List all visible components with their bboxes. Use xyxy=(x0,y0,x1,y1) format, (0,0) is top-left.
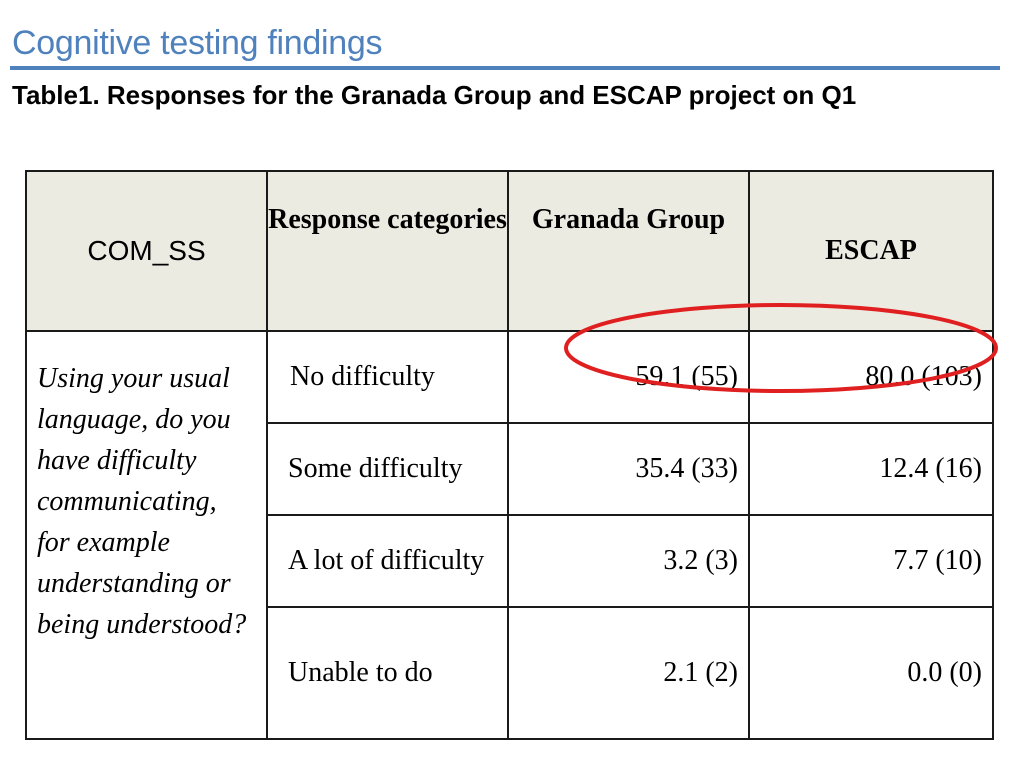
granada-cell: 2.1 (2) xyxy=(507,606,750,740)
category-cell: Unable to do xyxy=(266,606,509,740)
table-row: Unable to do 2.1 (2) 0.0 (0) xyxy=(26,606,994,740)
header-response-categories: Response categories xyxy=(266,170,509,332)
escap-cell: 0.0 (0) xyxy=(748,606,994,740)
granada-cell: 3.2 (3) xyxy=(507,514,750,608)
results-table: COM_SS Response categories Granada Group… xyxy=(25,170,994,740)
category-cell: Some difficulty xyxy=(266,422,509,516)
slide-title: Cognitive testing findings xyxy=(12,24,383,62)
header-granada-group: Granada Group xyxy=(507,170,750,332)
escap-cell: 7.7 (10) xyxy=(748,514,994,608)
header-escap: ESCAP xyxy=(748,170,994,332)
question-cell: Using your usual language, do you have d… xyxy=(25,330,268,740)
category-cell: A lot of difficulty xyxy=(266,514,509,608)
table-row: Using your usual language, do you have d… xyxy=(25,330,994,740)
granada-cell: 35.4 (33) xyxy=(507,422,750,516)
escap-cell: 80.0 (103) xyxy=(748,330,994,424)
table-row: Some difficulty 35.4 (33) 12.4 (16) xyxy=(26,422,994,516)
escap-cell: 12.4 (16) xyxy=(748,422,994,516)
granada-cell: 59.1 (55) xyxy=(507,330,750,424)
header-com-ss: COM_SS xyxy=(25,170,268,332)
title-underline xyxy=(10,66,1000,70)
table-caption: Table1. Responses for the Granada Group … xyxy=(12,80,857,110)
table-header-row: COM_SS Response categories Granada Group… xyxy=(25,170,994,332)
table-row: A lot of difficulty 3.2 (3) 7.7 (10) xyxy=(26,514,994,608)
category-cell: No difficulty xyxy=(266,330,509,424)
